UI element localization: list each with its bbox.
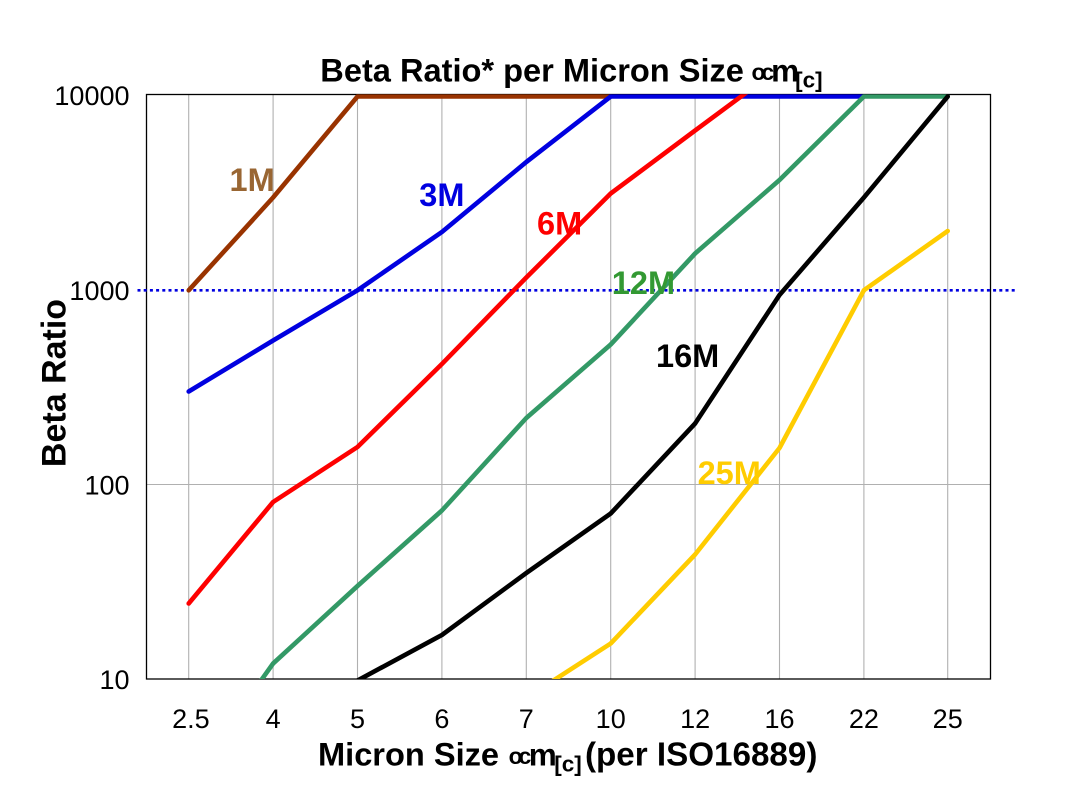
- svg-text:25: 25: [933, 704, 963, 734]
- svg-text:16: 16: [764, 704, 794, 734]
- svg-text:2.5: 2.5: [172, 704, 210, 734]
- svg-text:10000: 10000: [54, 81, 129, 111]
- svg-text:3M: 3M: [419, 177, 464, 213]
- svg-text:16M: 16M: [656, 338, 719, 374]
- svg-text:1000: 1000: [69, 276, 129, 306]
- svg-text:10: 10: [99, 665, 129, 695]
- svg-text:Beta Ratio: Beta Ratio: [36, 299, 74, 467]
- svg-text:4: 4: [266, 704, 281, 734]
- svg-text:100: 100: [84, 471, 129, 501]
- svg-text:10: 10: [596, 704, 626, 734]
- svg-text:6: 6: [434, 704, 449, 734]
- svg-text:12M: 12M: [612, 265, 675, 301]
- svg-text:22: 22: [849, 704, 879, 734]
- svg-text:Micron Size ocm[c] (per ISO168: Micron Size ocm[c] (per ISO16889): [318, 736, 817, 777]
- svg-text:Beta Ratio* per Micron Size oc: Beta Ratio* per Micron Size ocm[c]: [320, 52, 822, 93]
- svg-text:5: 5: [350, 704, 365, 734]
- svg-text:6M: 6M: [537, 206, 582, 242]
- svg-text:7: 7: [519, 704, 534, 734]
- svg-text:25M: 25M: [698, 455, 761, 491]
- svg-text:1M: 1M: [230, 162, 275, 198]
- svg-text:12: 12: [680, 704, 710, 734]
